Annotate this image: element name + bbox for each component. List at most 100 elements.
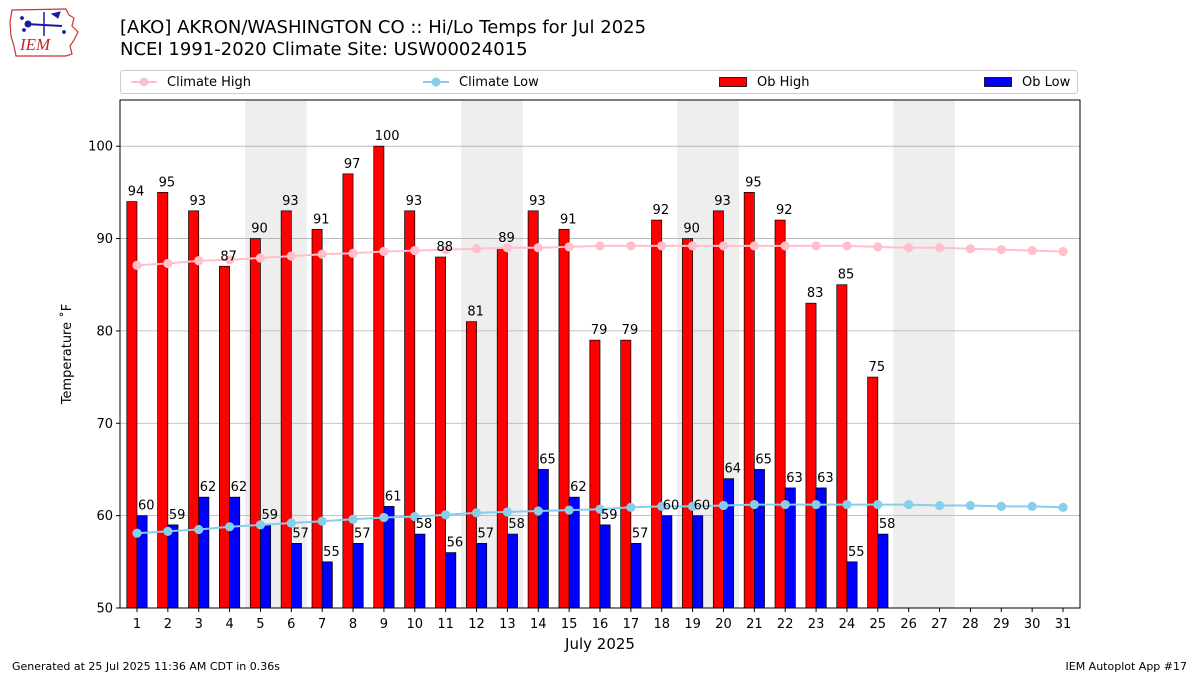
climate-high-point (904, 243, 914, 253)
ob-high-bar (280, 210, 292, 609)
x-tick-label: 2 (164, 617, 172, 632)
x-tick-label: 12 (468, 617, 485, 632)
ob-low-value-label: 60 (663, 499, 680, 514)
climate-low-point (533, 506, 543, 516)
x-tick-label: 9 (380, 617, 388, 632)
ob-high-value-label: 95 (745, 175, 762, 190)
climate-high-point (595, 241, 605, 251)
climate-high-point (934, 243, 945, 253)
x-tick-label: 26 (900, 617, 917, 632)
ob-high-bar (249, 238, 261, 609)
ob-low-bar (321, 561, 333, 609)
generated-timestamp: Generated at 25 Jul 2025 11:36 AM CDT in… (12, 660, 280, 673)
climate-low-point (657, 501, 667, 511)
y-tick-label: 80 (96, 324, 113, 339)
climate-high-point (471, 244, 482, 254)
x-tick-label: 31 (1055, 617, 1072, 632)
ob-high-bar (496, 247, 508, 609)
y-tick-label: 90 (96, 232, 113, 247)
ob-low-bar (229, 496, 241, 609)
climate-high-point (657, 241, 667, 251)
climate-low-point (564, 505, 574, 515)
climate-high-point (688, 241, 698, 251)
ob-low-bar (723, 478, 735, 609)
chart-title: [AKO] AKRON/WASHINGTON CO :: Hi/Lo Temps… (120, 17, 647, 38)
climate-high-point (255, 253, 266, 263)
climate-low-point (286, 518, 296, 528)
ob-high-bar (527, 210, 539, 609)
legend-item-climate-high: Climate High (131, 71, 251, 93)
ob-high-value-label: 85 (838, 268, 855, 283)
ob-low-bar (846, 561, 858, 609)
ob-high-bar (620, 339, 632, 609)
x-tick-label: 19 (684, 617, 701, 632)
ob-low-value-label: 57 (478, 526, 495, 541)
x-tick-label: 10 (407, 617, 424, 632)
climate-low-point (965, 500, 976, 511)
x-tick-label: 25 (870, 617, 887, 632)
climate-high-point (502, 243, 512, 253)
climate-high-point (1058, 246, 1068, 257)
ob-high-bar (774, 219, 786, 609)
ob-low-value-label: 60 (138, 499, 155, 514)
ob-high-bar (867, 376, 879, 609)
ob-low-bar (630, 542, 642, 609)
ob-low-bar (599, 524, 611, 609)
x-tick-label: 7 (318, 617, 326, 632)
x-tick-label: 6 (287, 617, 295, 632)
ob-low-value-label: 65 (755, 452, 772, 467)
ob-high-value-label: 93 (714, 194, 731, 209)
climate-high-point (224, 255, 235, 265)
ob-low-value-label: 57 (632, 526, 649, 541)
ob-high-bar (682, 238, 693, 609)
ob-low-value-label: 55 (848, 545, 865, 560)
x-tick-label: 11 (437, 617, 454, 632)
y-axis-label: Temperature ˚F (59, 304, 75, 405)
ob-high-bar (157, 192, 169, 609)
climate-low-point (873, 499, 883, 510)
ob-low-value-label: 62 (231, 480, 248, 495)
ob-high-bar (651, 219, 663, 609)
ob-low-value-label: 59 (169, 508, 186, 523)
x-tick-label: 22 (777, 617, 794, 632)
climate-low-point (780, 499, 790, 510)
legend-label: Climate High (167, 74, 252, 90)
ob-low-value-label: 63 (817, 471, 834, 486)
ob-high-value-label: 91 (313, 212, 330, 227)
ob-low-value-label: 65 (539, 452, 556, 467)
ob-low-bar (167, 524, 179, 609)
ob-high-bar (712, 210, 724, 609)
ob-low-bar (414, 533, 426, 609)
ob-high-value-label: 93 (406, 194, 423, 209)
ob-low-value-label: 57 (292, 526, 309, 541)
climate-low-point (996, 501, 1006, 511)
y-tick-label: 70 (96, 417, 113, 432)
iem-logo: IEM (9, 8, 79, 57)
climate-high-point (441, 245, 451, 255)
ob-low-value-label: 57 (354, 526, 371, 541)
ob-high-bar (465, 321, 477, 609)
climate-low-point (471, 508, 482, 518)
legend: Climate High Climate Low Ob High Ob Low (120, 70, 1078, 94)
climate-high-point (996, 245, 1006, 255)
climate-low-point (194, 524, 204, 535)
ob-low-value-label: 63 (786, 471, 803, 486)
ob-high-value-label: 79 (622, 323, 639, 338)
ob-low-value-label: 58 (416, 517, 433, 532)
climate-low-point (749, 499, 759, 510)
ob-low-value-label: 56 (447, 536, 464, 551)
climate-low-point (934, 500, 945, 511)
ob-high-value-label: 100 (375, 129, 400, 144)
climate-low-point (1027, 501, 1037, 511)
x-tick-label: 4 (225, 617, 233, 632)
ob-high-value-label: 89 (498, 231, 515, 246)
climate-high-point (163, 258, 173, 269)
ob-low-value-label: 60 (694, 499, 711, 514)
x-tick-label: 15 (561, 617, 578, 632)
climate-high-point (564, 242, 574, 252)
ob-low-value-label: 58 (508, 517, 525, 532)
ob-high-bar (435, 256, 447, 609)
ob-high-bar (743, 192, 755, 609)
x-tick-label: 27 (931, 617, 948, 632)
